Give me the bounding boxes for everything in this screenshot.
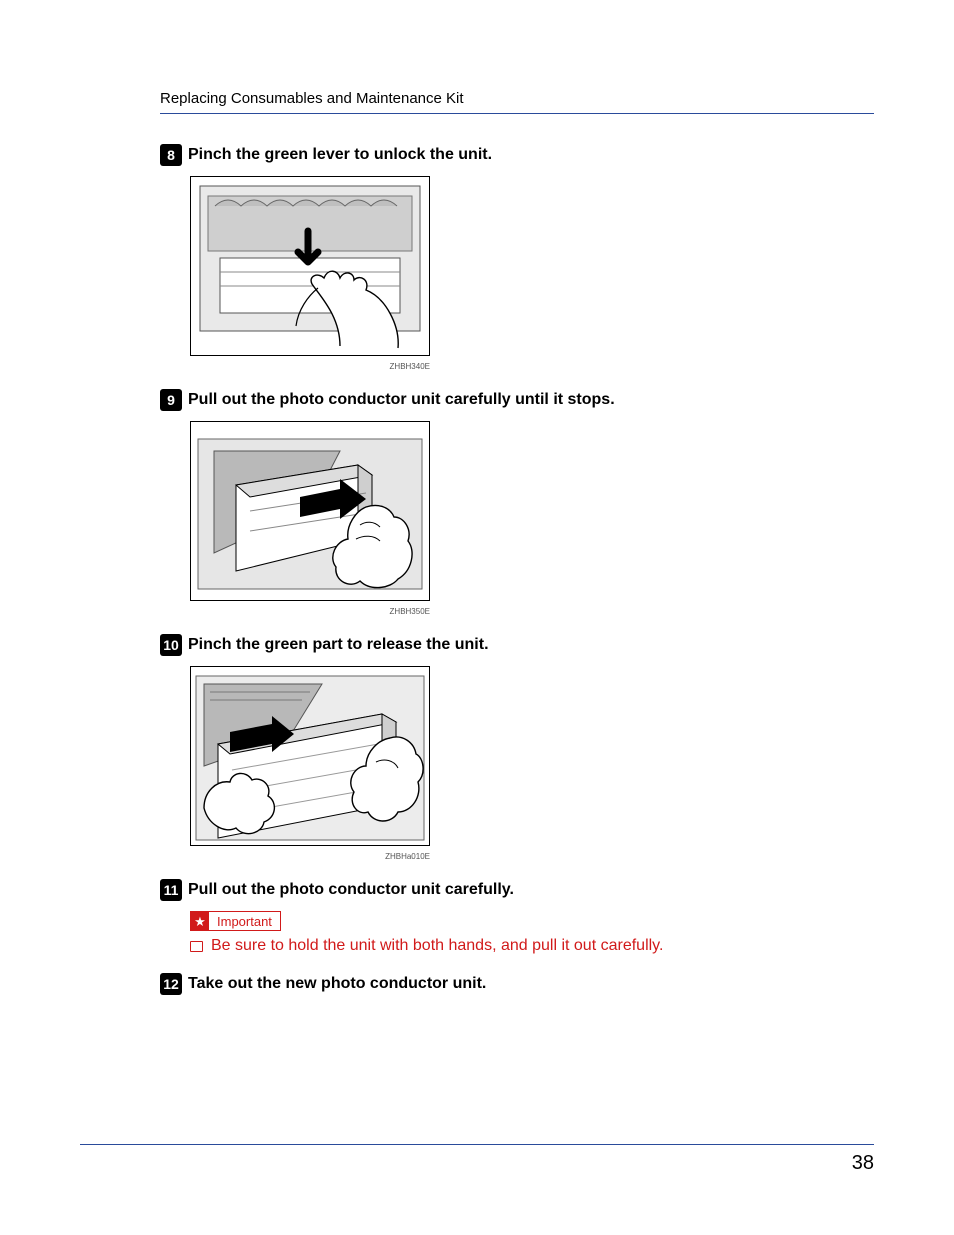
figure-code: ZHBHa010E	[190, 852, 430, 861]
bullet-box-icon	[190, 941, 203, 952]
step-8: 8 Pinch the green lever to unlock the un…	[160, 144, 874, 371]
important-badge: ★ Important	[190, 911, 281, 931]
step-title: Pull out the photo conductor unit carefu…	[188, 391, 615, 409]
footer-rule	[80, 1144, 874, 1145]
step-figure	[190, 421, 874, 601]
step-figure	[190, 176, 874, 356]
figure-code: ZHBH340E	[190, 362, 430, 371]
star-icon: ★	[191, 912, 209, 930]
step-heading: 11 Pull out the photo conductor unit car…	[160, 879, 874, 901]
step-title: Take out the new photo conductor unit.	[188, 975, 486, 993]
step-12: 12 Take out the new photo conductor unit…	[160, 973, 874, 995]
step-title: Pinch the green lever to unlock the unit…	[188, 146, 492, 164]
page-header: Replacing Consumables and Maintenance Ki…	[160, 90, 874, 114]
figure-code: ZHBH350E	[190, 607, 430, 616]
content-area: 8 Pinch the green lever to unlock the un…	[160, 144, 874, 995]
step-figure	[190, 666, 874, 846]
step-number-badge: 8	[160, 144, 182, 166]
step-heading: 10 Pinch the green part to release the u…	[160, 634, 874, 656]
manual-page: Replacing Consumables and Maintenance Ki…	[0, 0, 954, 1235]
step-heading: 8 Pinch the green lever to unlock the un…	[160, 144, 874, 166]
step-9: 9 Pull out the photo conductor unit care…	[160, 389, 874, 616]
page-number: 38	[852, 1152, 874, 1175]
step-number-badge: 10	[160, 634, 182, 656]
step-number-badge: 9	[160, 389, 182, 411]
step-heading: 9 Pull out the photo conductor unit care…	[160, 389, 874, 411]
important-label: Important	[209, 914, 280, 929]
step-title: Pinch the green part to release the unit…	[188, 636, 489, 654]
step-number-badge: 11	[160, 879, 182, 901]
step-title: Pull out the photo conductor unit carefu…	[188, 881, 514, 899]
step-11: 11 Pull out the photo conductor unit car…	[160, 879, 874, 955]
important-note-text: Be sure to hold the unit with both hands…	[211, 937, 663, 955]
step-number-badge: 12	[160, 973, 182, 995]
step-10: 10 Pinch the green part to release the u…	[160, 634, 874, 861]
important-note: Be sure to hold the unit with both hands…	[190, 937, 874, 955]
step-heading: 12 Take out the new photo conductor unit…	[160, 973, 874, 995]
